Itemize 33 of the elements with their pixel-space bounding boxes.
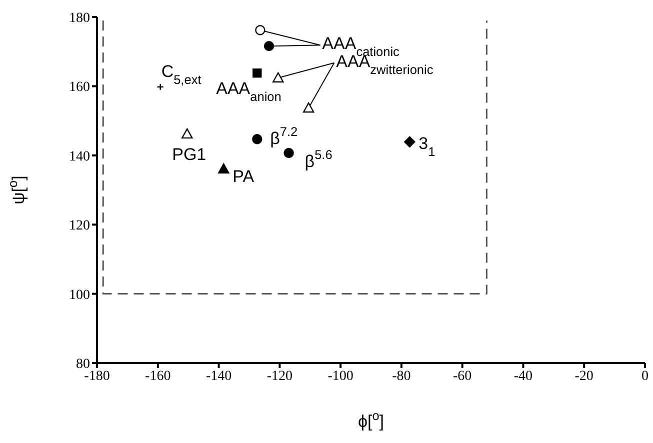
point (284, 148, 294, 158)
y-tick-label: 160 (69, 80, 90, 96)
x-tick-label: 0 (642, 368, 648, 384)
point (182, 128, 193, 139)
y-tick-label: 100 (69, 288, 90, 303)
x-tick-label: -100 (328, 368, 354, 384)
point (252, 134, 262, 144)
x-tick-label: -140 (206, 368, 232, 384)
point (255, 25, 266, 36)
point (404, 136, 416, 148)
annotation: β$^{7.2}$ (270, 124, 298, 149)
x-tick-label: -160 (145, 368, 171, 384)
point (252, 68, 262, 78)
point (302, 102, 314, 113)
annotation: PG1 (172, 145, 206, 164)
annotation: AAA$_{anion}$ (216, 80, 282, 104)
point (156, 83, 164, 90)
point (272, 72, 284, 82)
point (264, 40, 274, 52)
y-tick-label: 180 (69, 10, 90, 26)
x-axis-title: ϕ[$^{o}$] (358, 408, 384, 431)
x-tick-label: -60 (452, 368, 472, 384)
x-tick-label: -120 (266, 368, 293, 384)
x-tick-label: -40 (514, 368, 533, 384)
x-tick-label: -80 (392, 368, 411, 384)
x-tick-label: -20 (574, 368, 594, 384)
y-tick-label: 120 (69, 218, 90, 234)
annotation: PA (232, 167, 255, 186)
point (218, 163, 230, 174)
y-tick-label: 140 (69, 149, 90, 164)
annotation: 3$_{1}$ (418, 134, 436, 159)
annotation: C$_{5,ext}$ (161, 62, 202, 87)
annotation: β$^{5.6}$ (304, 146, 332, 172)
